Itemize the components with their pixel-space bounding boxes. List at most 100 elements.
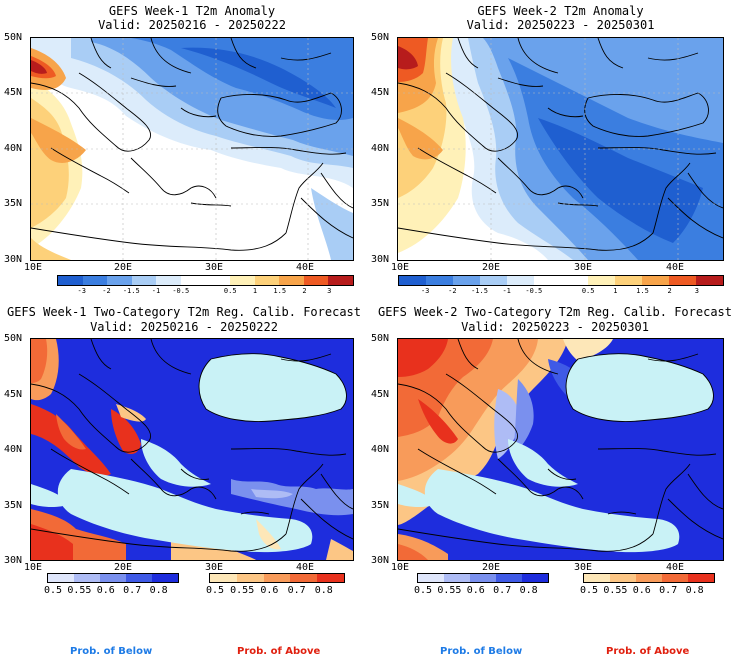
anomaly-swatch xyxy=(453,276,480,285)
anomaly-swatch xyxy=(131,276,157,285)
probability-tick-label: 0.8 xyxy=(314,585,333,596)
panel2-colorbar xyxy=(398,275,724,286)
panel3-lat-tick: 30N xyxy=(4,555,23,566)
panel4-lon-tick: 20E xyxy=(482,562,501,573)
above-swatch xyxy=(263,574,291,582)
colorbar-tick-label: 1.5 xyxy=(273,287,287,295)
above-swatch xyxy=(210,574,237,582)
above-swatch xyxy=(236,574,264,582)
below-swatch xyxy=(100,574,126,582)
panel1-lon-tick: 20E xyxy=(114,262,133,273)
panel2-valid: Valid: 20250223 - 20250301 xyxy=(466,18,655,32)
anomaly-swatch xyxy=(507,276,534,285)
panel3-map xyxy=(30,338,354,561)
panel2-lon-tick: 10E xyxy=(391,262,410,273)
colorbar-tick-label: -0.5 xyxy=(172,287,190,295)
anomaly-swatch xyxy=(480,276,507,285)
panel1-map xyxy=(30,37,354,261)
colorbar-tick-label: -3 xyxy=(420,287,430,295)
panel4-lon-tick: 30E xyxy=(574,562,593,573)
panel1-lat-tick: 50N xyxy=(4,32,23,43)
below-swatch xyxy=(418,574,444,582)
panel2-lat-tick: 40N xyxy=(371,143,390,154)
panel4-map xyxy=(397,338,724,561)
above-swatch xyxy=(662,574,688,582)
colorbar-tick-label: 3 xyxy=(694,287,699,295)
panel2-map xyxy=(397,37,724,261)
anomaly-swatch xyxy=(328,276,353,285)
panel3-lat-tick: 40N xyxy=(4,444,23,455)
below-swatch xyxy=(444,574,470,582)
below-swatch xyxy=(152,574,178,582)
above-swatch xyxy=(636,574,662,582)
probability-tick-label: 0.8 xyxy=(519,585,538,596)
panel3-above-colorbar xyxy=(209,573,345,583)
anomaly-swatch xyxy=(534,276,561,285)
panel4-lat-tick: 30N xyxy=(371,555,390,566)
panel1-lon-tick: 30E xyxy=(205,262,224,273)
panel1-lat-tick: 45N xyxy=(4,87,23,98)
probability-tick-label: 0.55 xyxy=(67,585,92,596)
anomaly-swatch xyxy=(58,276,83,285)
anomaly-swatch xyxy=(615,276,642,285)
panel4-lat-tick: 50N xyxy=(371,333,390,344)
panel4-lat-tick: 35N xyxy=(371,500,390,511)
panel3-title: GEFS Week-1 Two-Category T2m Reg. Calib.… xyxy=(6,305,361,319)
probability-tick-label: 0.6 xyxy=(632,585,651,596)
anomaly-swatch xyxy=(82,276,108,285)
colorbar-tick-label: -1.5 xyxy=(122,287,140,295)
panel2-lon-tick: 30E xyxy=(574,262,593,273)
colorbar-tick-label: -3 xyxy=(77,287,86,295)
colorbar-tick-label: -1.5 xyxy=(471,287,488,295)
probability-tick-label: 0.6 xyxy=(466,585,485,596)
below-swatch xyxy=(126,574,152,582)
panel1-lat-tick: 35N xyxy=(4,198,23,209)
panel3-lon-tick: 30E xyxy=(205,562,224,573)
anomaly-swatch xyxy=(399,276,426,285)
probability-tick-label: 0.55 xyxy=(230,585,255,596)
probability-week1-field xyxy=(31,339,353,560)
probability-tick-label: 0.7 xyxy=(659,585,678,596)
probability-tick-label: 0.55 xyxy=(437,585,462,596)
probability-tick-label: 0.5 xyxy=(579,585,599,596)
colorbar-tick-label: -1 xyxy=(502,287,511,295)
probability-tick-label: 0.55 xyxy=(603,585,628,596)
panel4-valid: Valid: 20250223 - 20250301 xyxy=(461,320,649,334)
colorbar-tick-label: 1.5 xyxy=(636,287,649,295)
colorbar-tick-label: -0.5 xyxy=(525,287,543,295)
panel3-lon-tick: 20E xyxy=(114,562,133,573)
anomaly-swatch xyxy=(426,276,453,285)
panel3-above-caption: Prob. of Above xyxy=(237,646,321,657)
panel4-lon-tick: 40E xyxy=(666,562,685,573)
above-swatch xyxy=(610,574,636,582)
panel1-lon-tick: 10E xyxy=(24,262,43,273)
probability-tick-label: 0.7 xyxy=(493,585,512,596)
panel1-title: GEFS Week-1 T2m Anomaly xyxy=(108,4,276,18)
panel4-lon-tick: 10E xyxy=(391,562,410,573)
anomaly-swatch xyxy=(588,276,615,285)
panel1-colorbar xyxy=(57,275,354,286)
probability-tick-label: 0.6 xyxy=(260,585,279,596)
panel4-below-colorbar xyxy=(417,573,549,583)
panel2-lat-tick: 30N xyxy=(371,254,390,265)
panel3-below-caption: Prob. of Below xyxy=(70,646,153,657)
colorbar-tick-label: -2 xyxy=(102,287,111,295)
panel2-lon-tick: 40E xyxy=(666,262,685,273)
probability-tick-label: 0.8 xyxy=(149,585,168,596)
panel3-valid: Valid: 20250216 - 20250222 xyxy=(90,320,278,334)
panel1-lat-tick: 40N xyxy=(4,143,23,154)
probability-tick-label: 0.5 xyxy=(413,585,433,596)
below-swatch xyxy=(74,574,100,582)
below-swatch xyxy=(48,574,74,582)
anomaly-swatch xyxy=(303,276,329,285)
panel3-below-colorbar xyxy=(47,573,179,583)
colorbar-tick-label: 0.5 xyxy=(581,287,595,295)
colorbar-tick-label: 2 xyxy=(302,287,307,295)
probability-tick-label: 0.5 xyxy=(43,585,63,596)
colorbar-tick-label: 3 xyxy=(327,287,332,295)
above-swatch xyxy=(584,574,610,582)
panel1-lat-tick: 30N xyxy=(4,254,23,265)
colorbar-tick-label: 1 xyxy=(252,287,258,295)
colorbar-tick-label: -1 xyxy=(151,287,161,295)
anomaly-swatch xyxy=(669,276,696,285)
